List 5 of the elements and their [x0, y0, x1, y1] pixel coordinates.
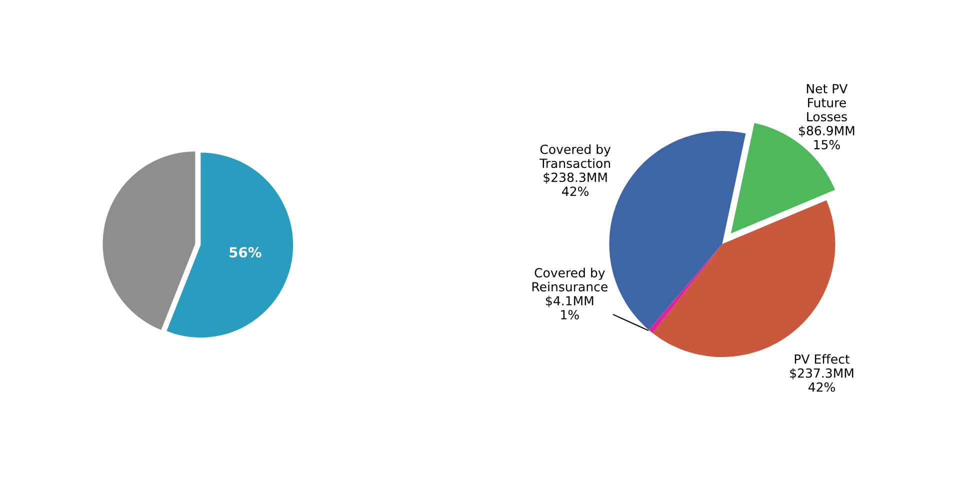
- data-label: Covered by Transaction $238.3MM 42%: [540, 144, 611, 196]
- data-label: 56%: [230, 247, 262, 258]
- data-label: Net PV Future Losses $86.9MM 15%: [799, 84, 854, 150]
- data-label: PV Effect $237.3MM 42%: [790, 354, 854, 392]
- data-label: Covered by Reinsurance $4.1MM 1%: [532, 268, 608, 320]
